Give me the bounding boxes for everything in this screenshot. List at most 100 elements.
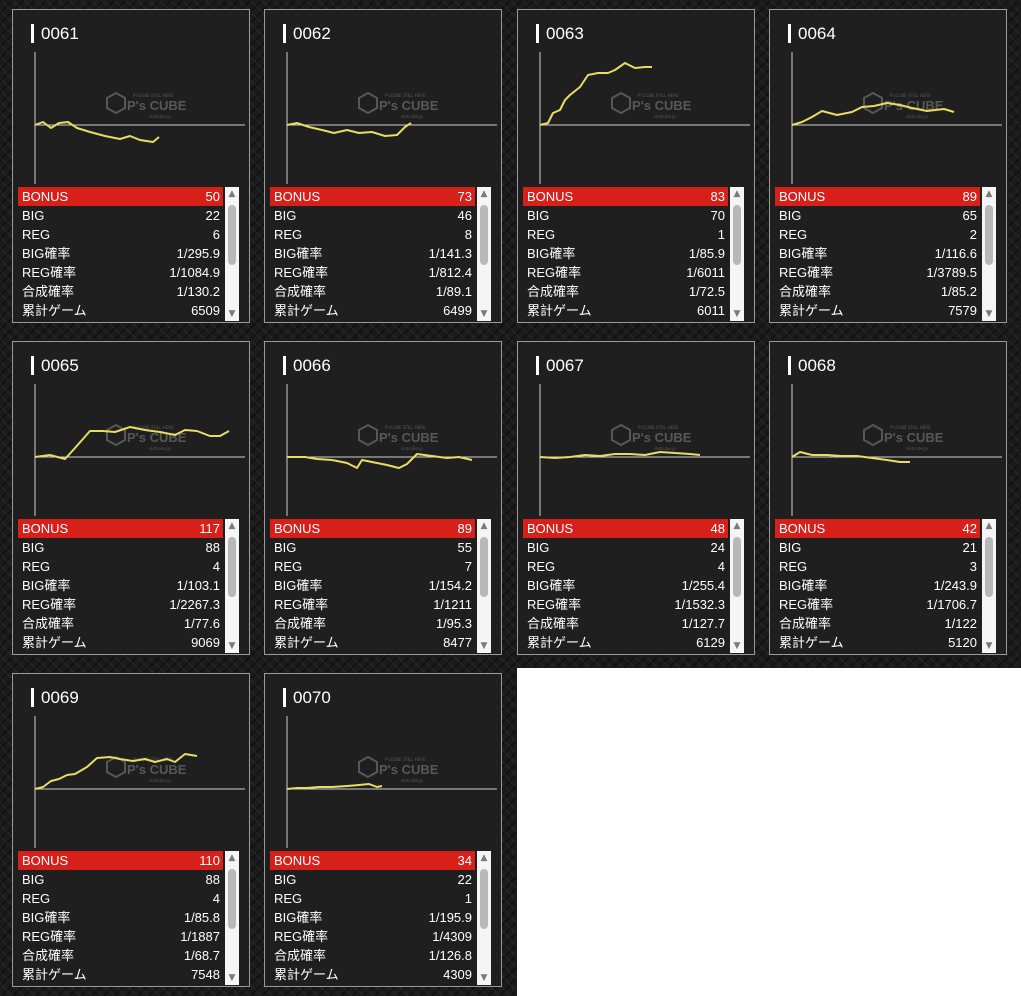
scroll-down-icon[interactable]: ▼ xyxy=(228,641,236,651)
stat-value: 1/95.3 xyxy=(435,616,472,631)
stats-list[interactable]: BONUS 83 BIG 70 REG 1 BIG確率 1/85.9 REG確率 1/6011 合成… xyxy=(523,187,728,321)
scroll-down-icon[interactable]: ▼ xyxy=(480,309,488,319)
stats-scrollbar[interactable]: ▲ ▼ xyxy=(477,187,491,321)
stat-label: BIG xyxy=(22,208,45,223)
scroll-down-icon[interactable]: ▼ xyxy=(228,309,236,319)
slump-graph: P'sCUBE STILL HERE P's CUBE slotcube.jp xyxy=(273,714,499,848)
scroll-down-icon[interactable]: ▼ xyxy=(480,973,488,983)
scroll-thumb[interactable] xyxy=(985,205,993,265)
machine-card[interactable]: 0064 P'sCUBE STILL HERE P's CUBE slotcube.j… xyxy=(769,9,1007,323)
slump-graph: P'sCUBE STILL HERE P's CUBE slotcube.jp xyxy=(21,382,247,516)
stat-value: 7 xyxy=(464,559,472,574)
scroll-up-icon[interactable]: ▲ xyxy=(228,853,236,863)
scroll-thumb[interactable] xyxy=(480,205,488,265)
machine-card[interactable]: 0069 P'sCUBE STILL HERE P's CUBE slotcube.j… xyxy=(12,673,250,987)
cube-logo-icon xyxy=(611,91,631,115)
stats-list[interactable]: BONUS 48 BIG 24 REG 4 BIG確率 1/255.4 REG確率 1/1532.… xyxy=(523,519,728,653)
bonus-row: BONUS 73 xyxy=(270,187,475,206)
cube-logo-icon xyxy=(106,755,126,779)
total-games-row: 累計ゲーム 9069 xyxy=(18,633,223,652)
scroll-thumb[interactable] xyxy=(985,537,993,597)
machine-card[interactable]: 0065 P'sCUBE STILL HERE P's CUBE slotcube.j… xyxy=(12,341,250,655)
stat-label: 合成確率 xyxy=(22,284,75,299)
big-row: BIG 65 xyxy=(775,206,980,225)
scroll-up-icon[interactable]: ▲ xyxy=(733,189,741,199)
stats-list[interactable]: BONUS 117 BIG 88 REG 4 BIG確率 1/103.1 REG確率 1/2267… xyxy=(18,519,223,653)
machine-number: 0064 xyxy=(788,22,836,46)
stat-label: BIG xyxy=(527,540,550,555)
big-row: BIG 21 xyxy=(775,538,980,557)
scroll-thumb[interactable] xyxy=(228,869,236,929)
stat-value: 46 xyxy=(457,208,472,223)
scroll-down-icon[interactable]: ▼ xyxy=(480,641,488,651)
machine-card[interactable]: 0063 P'sCUBE STILL HERE P's CUBE slotcube.j… xyxy=(517,9,755,323)
stats-scrollbar[interactable]: ▲ ▼ xyxy=(477,519,491,653)
scroll-up-icon[interactable]: ▲ xyxy=(733,521,741,531)
machine-card[interactable]: 0070 P'sCUBE STILL HERE P's CUBE slotcube.j… xyxy=(264,673,502,987)
machine-number: 0063 xyxy=(536,22,584,46)
bonus-row: BONUS 89 xyxy=(270,519,475,538)
reg-rate-row: REG確率 1/2267.3 xyxy=(18,595,223,614)
stats-scrollbar[interactable]: ▲ ▼ xyxy=(225,519,239,653)
stats-list[interactable]: BONUS 73 BIG 46 REG 8 BIG確率 1/141.3 REG確率 1/812.4… xyxy=(270,187,475,321)
stat-value: 1 xyxy=(717,227,725,242)
stats-scrollbar[interactable]: ▲ ▼ xyxy=(982,519,996,653)
scroll-up-icon[interactable]: ▲ xyxy=(480,189,488,199)
stat-value: 1/4309 xyxy=(432,929,472,944)
stat-value: 1/243.9 xyxy=(933,578,977,593)
scroll-up-icon[interactable]: ▲ xyxy=(985,189,993,199)
stats-list[interactable]: BONUS 42 BIG 21 REG 3 BIG確率 1/243.9 REG確率 1/1706.… xyxy=(775,519,980,653)
scroll-thumb[interactable] xyxy=(480,869,488,929)
watermark-sub-text: slotcube.jp xyxy=(654,114,676,119)
stats-scrollbar[interactable]: ▲ ▼ xyxy=(225,851,239,985)
total-games-row: 累計ゲーム 6011 xyxy=(523,301,728,320)
machine-card[interactable]: 0061 P'sCUBE STILL HERE P's CUBE slotcube.j… xyxy=(12,9,250,323)
stats-scrollbar[interactable]: ▲ ▼ xyxy=(982,187,996,321)
slump-graph: P'sCUBE STILL HERE P's CUBE slotcube.jp xyxy=(526,50,752,184)
total-rate-row: 合成確率 1/122 xyxy=(775,614,980,633)
stats-list[interactable]: BONUS 34 BIG 22 REG 1 BIG確率 1/195.9 REG確率 1/4309 合… xyxy=(270,851,475,985)
big-row: BIG 22 xyxy=(18,206,223,225)
scroll-thumb[interactable] xyxy=(228,205,236,265)
scroll-up-icon[interactable]: ▲ xyxy=(228,189,236,199)
stats-list[interactable]: BONUS 89 BIG 55 REG 7 BIG確率 1/154.2 REG確率 1/1211 合… xyxy=(270,519,475,653)
scroll-thumb[interactable] xyxy=(733,205,741,265)
machine-card[interactable]: 0068 P'sCUBE STILL HERE P's CUBE slotcube.j… xyxy=(769,341,1007,655)
scroll-down-icon[interactable]: ▼ xyxy=(733,309,741,319)
machine-card[interactable]: 0066 P'sCUBE STILL HERE P's CUBE slotcube.j… xyxy=(264,341,502,655)
stats-list[interactable]: BONUS 110 BIG 88 REG 4 BIG確率 1/85.8 REG確率 1/1887 合… xyxy=(18,851,223,985)
stats-list[interactable]: BONUS 50 BIG 22 REG 6 BIG確率 1/295.9 REG確率 1/1084.… xyxy=(18,187,223,321)
watermark-sub-text: slotcube.jp xyxy=(401,778,423,783)
stat-label: BONUS xyxy=(779,521,826,536)
big-rate-row: BIG確率 1/85.9 xyxy=(523,244,728,263)
scroll-down-icon[interactable]: ▼ xyxy=(985,309,993,319)
stat-value: 1/2267.3 xyxy=(169,597,220,612)
scroll-down-icon[interactable]: ▼ xyxy=(733,641,741,651)
scroll-up-icon[interactable]: ▲ xyxy=(985,521,993,531)
stats-list[interactable]: BONUS 89 BIG 65 REG 2 BIG確率 1/116.6 REG確率 1/3789.… xyxy=(775,187,980,321)
machine-card[interactable]: 0062 P'sCUBE STILL HERE P's CUBE slotcube.j… xyxy=(264,9,502,323)
scroll-down-icon[interactable]: ▼ xyxy=(228,973,236,983)
cube-logo-icon xyxy=(106,423,126,447)
machine-card[interactable]: 0067 P'sCUBE STILL HERE P's CUBE slotcube.j… xyxy=(517,341,755,655)
scroll-thumb[interactable] xyxy=(228,537,236,597)
stats-scrollbar[interactable]: ▲ ▼ xyxy=(730,187,744,321)
total-rate-row: 合成確率 1/72.5 xyxy=(523,282,728,301)
scroll-thumb[interactable] xyxy=(480,537,488,597)
total-rate-row: 合成確率 1/95.3 xyxy=(270,614,475,633)
scroll-up-icon[interactable]: ▲ xyxy=(228,521,236,531)
scroll-down-icon[interactable]: ▼ xyxy=(985,641,993,651)
stats-scrollbar[interactable]: ▲ ▼ xyxy=(225,187,239,321)
stats-scrollbar[interactable]: ▲ ▼ xyxy=(477,851,491,985)
stat-label: 合成確率 xyxy=(22,616,75,631)
scroll-up-icon[interactable]: ▲ xyxy=(480,853,488,863)
scroll-up-icon[interactable]: ▲ xyxy=(480,521,488,531)
stats-scrollbar[interactable]: ▲ ▼ xyxy=(730,519,744,653)
scroll-thumb[interactable] xyxy=(733,537,741,597)
